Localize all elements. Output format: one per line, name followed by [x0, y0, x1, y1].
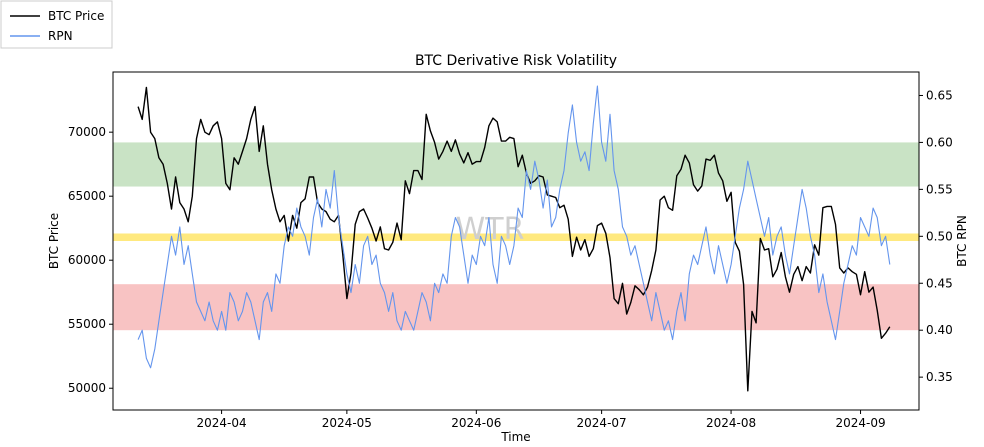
- neutral-band: [113, 233, 919, 241]
- series-lines: [137, 85, 891, 392]
- y-right-tick-label: 0.60: [926, 135, 953, 149]
- y-right-tick-label: 0.40: [926, 323, 953, 337]
- chart-title: BTC Derivative Risk Volatility: [415, 53, 617, 69]
- plot-frame: [112, 71, 920, 411]
- y-right-tick-label: 0.55: [926, 182, 953, 196]
- y-axis-right-label: BTC RPN: [955, 215, 969, 267]
- y-right-tick-label: 0.45: [926, 276, 953, 290]
- x-tick-label: 2024-07: [577, 416, 627, 430]
- y-right-tick-label: 0.65: [926, 88, 953, 102]
- y-left-tick-label: 70000: [68, 125, 106, 139]
- y-right-tick-label: 0.50: [926, 229, 953, 243]
- rpn-line: [137, 85, 891, 369]
- y-left-tick-label: 55000: [68, 317, 106, 331]
- y-axis-right: 0.35 0.40 0.45 0.50 0.55 0.60 0.65: [919, 88, 953, 384]
- x-axis-label: Time: [500, 430, 530, 444]
- x-tick-label: 2024-06: [451, 416, 501, 430]
- y-axis-left: 50000 55000 60000 65000 70000: [68, 125, 113, 395]
- legend-label-rpn: RPN: [48, 29, 73, 43]
- y-right-tick-label: 0.35: [926, 370, 953, 384]
- y-left-tick-label: 60000: [68, 253, 106, 267]
- x-tick-label: 2024-04: [197, 416, 247, 430]
- y-left-tick-label: 65000: [68, 189, 106, 203]
- y-axis-left-label: BTC Price: [47, 213, 61, 269]
- x-axis: 2024-04 2024-05 2024-06 2024-07 2024-08 2024-…: [197, 410, 886, 430]
- legend-label-btc-price: BTC Price: [48, 9, 104, 23]
- x-tick-label: 2024-08: [706, 416, 756, 430]
- low-risk-band: [113, 284, 919, 331]
- x-tick-label: 2024-05: [322, 416, 372, 430]
- btc-price-line: [137, 86, 891, 392]
- legend-frame: [0, 0, 113, 49]
- x-tick-label: 2024-09: [835, 416, 885, 430]
- legend: BTC Price RPN: [0, 0, 113, 49]
- y-left-tick-label: 50000: [68, 381, 106, 395]
